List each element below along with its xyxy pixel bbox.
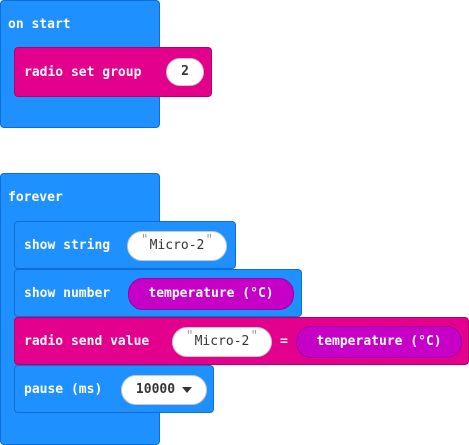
- forever-label: forever: [8, 190, 63, 205]
- close-quote: ": [250, 329, 259, 344]
- pause-duration-value: 10000: [135, 382, 176, 397]
- show-string-block[interactable]: show string " Micro-2 ": [14, 221, 236, 269]
- show-string-value: Micro-2: [149, 238, 205, 253]
- equals-sign: =: [280, 334, 288, 349]
- radio-send-name-input[interactable]: " Micro-2 ": [172, 327, 272, 357]
- radio-set-group-block[interactable]: radio set group 2: [14, 47, 212, 97]
- radio-group-number-value: 2: [181, 64, 189, 79]
- temperature-reporter-send-label: temperature (°C): [316, 334, 442, 349]
- on-start-label: on start: [8, 17, 71, 32]
- chevron-down-icon[interactable]: [182, 387, 193, 393]
- temperature-reporter-send[interactable]: temperature (°C): [296, 326, 462, 358]
- temperature-reporter[interactable]: temperature (°C): [128, 278, 294, 310]
- show-number-label: show number: [24, 286, 111, 301]
- pause-block[interactable]: pause (ms) 10000: [14, 365, 214, 413]
- show-string-input[interactable]: " Micro-2 ": [127, 231, 227, 261]
- radio-send-name-value: Micro-2: [194, 334, 250, 349]
- open-quote: ": [185, 329, 194, 344]
- pause-label: pause (ms): [24, 382, 103, 397]
- radio-send-value-block[interactable]: radio send value " Micro-2 " = temperatu…: [14, 317, 469, 365]
- radio-send-value-label: radio send value: [24, 334, 150, 349]
- show-string-label: show string: [24, 238, 111, 253]
- close-quote: ": [205, 233, 214, 248]
- show-number-block[interactable]: show number temperature (°C): [14, 269, 302, 317]
- pause-duration-dropdown[interactable]: 10000: [121, 375, 207, 405]
- open-quote: ": [140, 233, 149, 248]
- radio-group-number-input[interactable]: 2: [166, 58, 204, 86]
- radio-set-group-label: radio set group: [24, 65, 142, 80]
- temperature-reporter-label: temperature (°C): [148, 286, 274, 301]
